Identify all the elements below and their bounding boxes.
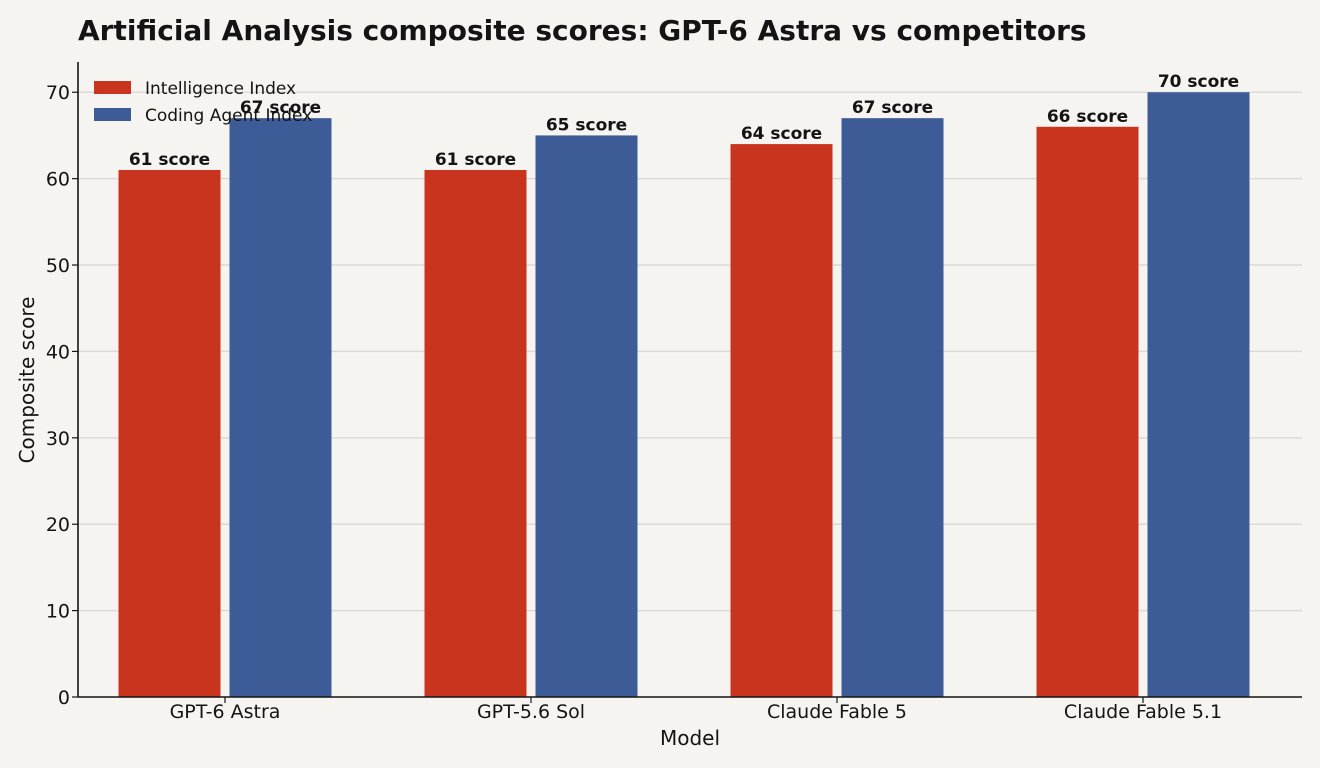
y-tick-label: 60: [46, 169, 70, 191]
x-tick-label: GPT-5.6 Sol: [477, 701, 585, 723]
legend: Intelligence Index Coding Agent Index: [94, 79, 312, 126]
bar: [118, 169, 221, 698]
y-tick-label: 40: [46, 341, 70, 363]
y-tick-label: 50: [46, 255, 70, 277]
bar: [730, 144, 833, 697]
legend-label: Intelligence Index: [145, 79, 296, 99]
y-tick-label: 10: [46, 601, 70, 623]
data-label: 61 score: [435, 150, 516, 170]
x-axis-label: Model: [660, 726, 720, 750]
data-labels: 61 score 67 score 61 score 65 score 64 score…: [129, 72, 1239, 170]
data-label: 70 score: [1158, 72, 1239, 92]
data-label: 65 score: [546, 115, 627, 135]
y-tick-label: 0: [58, 687, 70, 709]
x-tick-label: Claude Fable 5: [767, 701, 907, 723]
data-label: 66 score: [1047, 107, 1128, 127]
bar: [1036, 126, 1139, 698]
y-tick-labels: 0 10 20 30 40 50 60 70: [46, 82, 78, 709]
x-tick-labels: GPT-6 Astra GPT-5.6 Sol Claude Fable 5 Clau…: [170, 697, 1222, 723]
bar: [229, 118, 332, 697]
bar: [535, 135, 638, 698]
y-axis-label: Composite score: [15, 297, 39, 464]
x-tick-label: Claude Fable 5.1: [1064, 701, 1222, 723]
chart-title: Artificial Analysis composite scores: GP…: [78, 14, 1087, 47]
legend-swatch: [94, 108, 131, 121]
x-tick-label: GPT-6 Astra: [170, 701, 281, 723]
data-label: 64 score: [741, 124, 822, 144]
bars: [118, 92, 1250, 698]
data-label: 67 score: [852, 98, 933, 118]
y-tick-label: 30: [46, 428, 70, 450]
data-label: 61 score: [129, 150, 210, 170]
axes: [77, 62, 1302, 698]
y-tick-label: 20: [46, 514, 70, 536]
data-label: 67 score: [240, 98, 321, 118]
y-tick-label: 70: [46, 82, 70, 104]
legend-label: Coding Agent Index: [145, 106, 312, 126]
bar: [841, 118, 944, 697]
bar: [1147, 92, 1250, 697]
legend-swatch: [94, 81, 131, 94]
bar: [424, 169, 527, 698]
